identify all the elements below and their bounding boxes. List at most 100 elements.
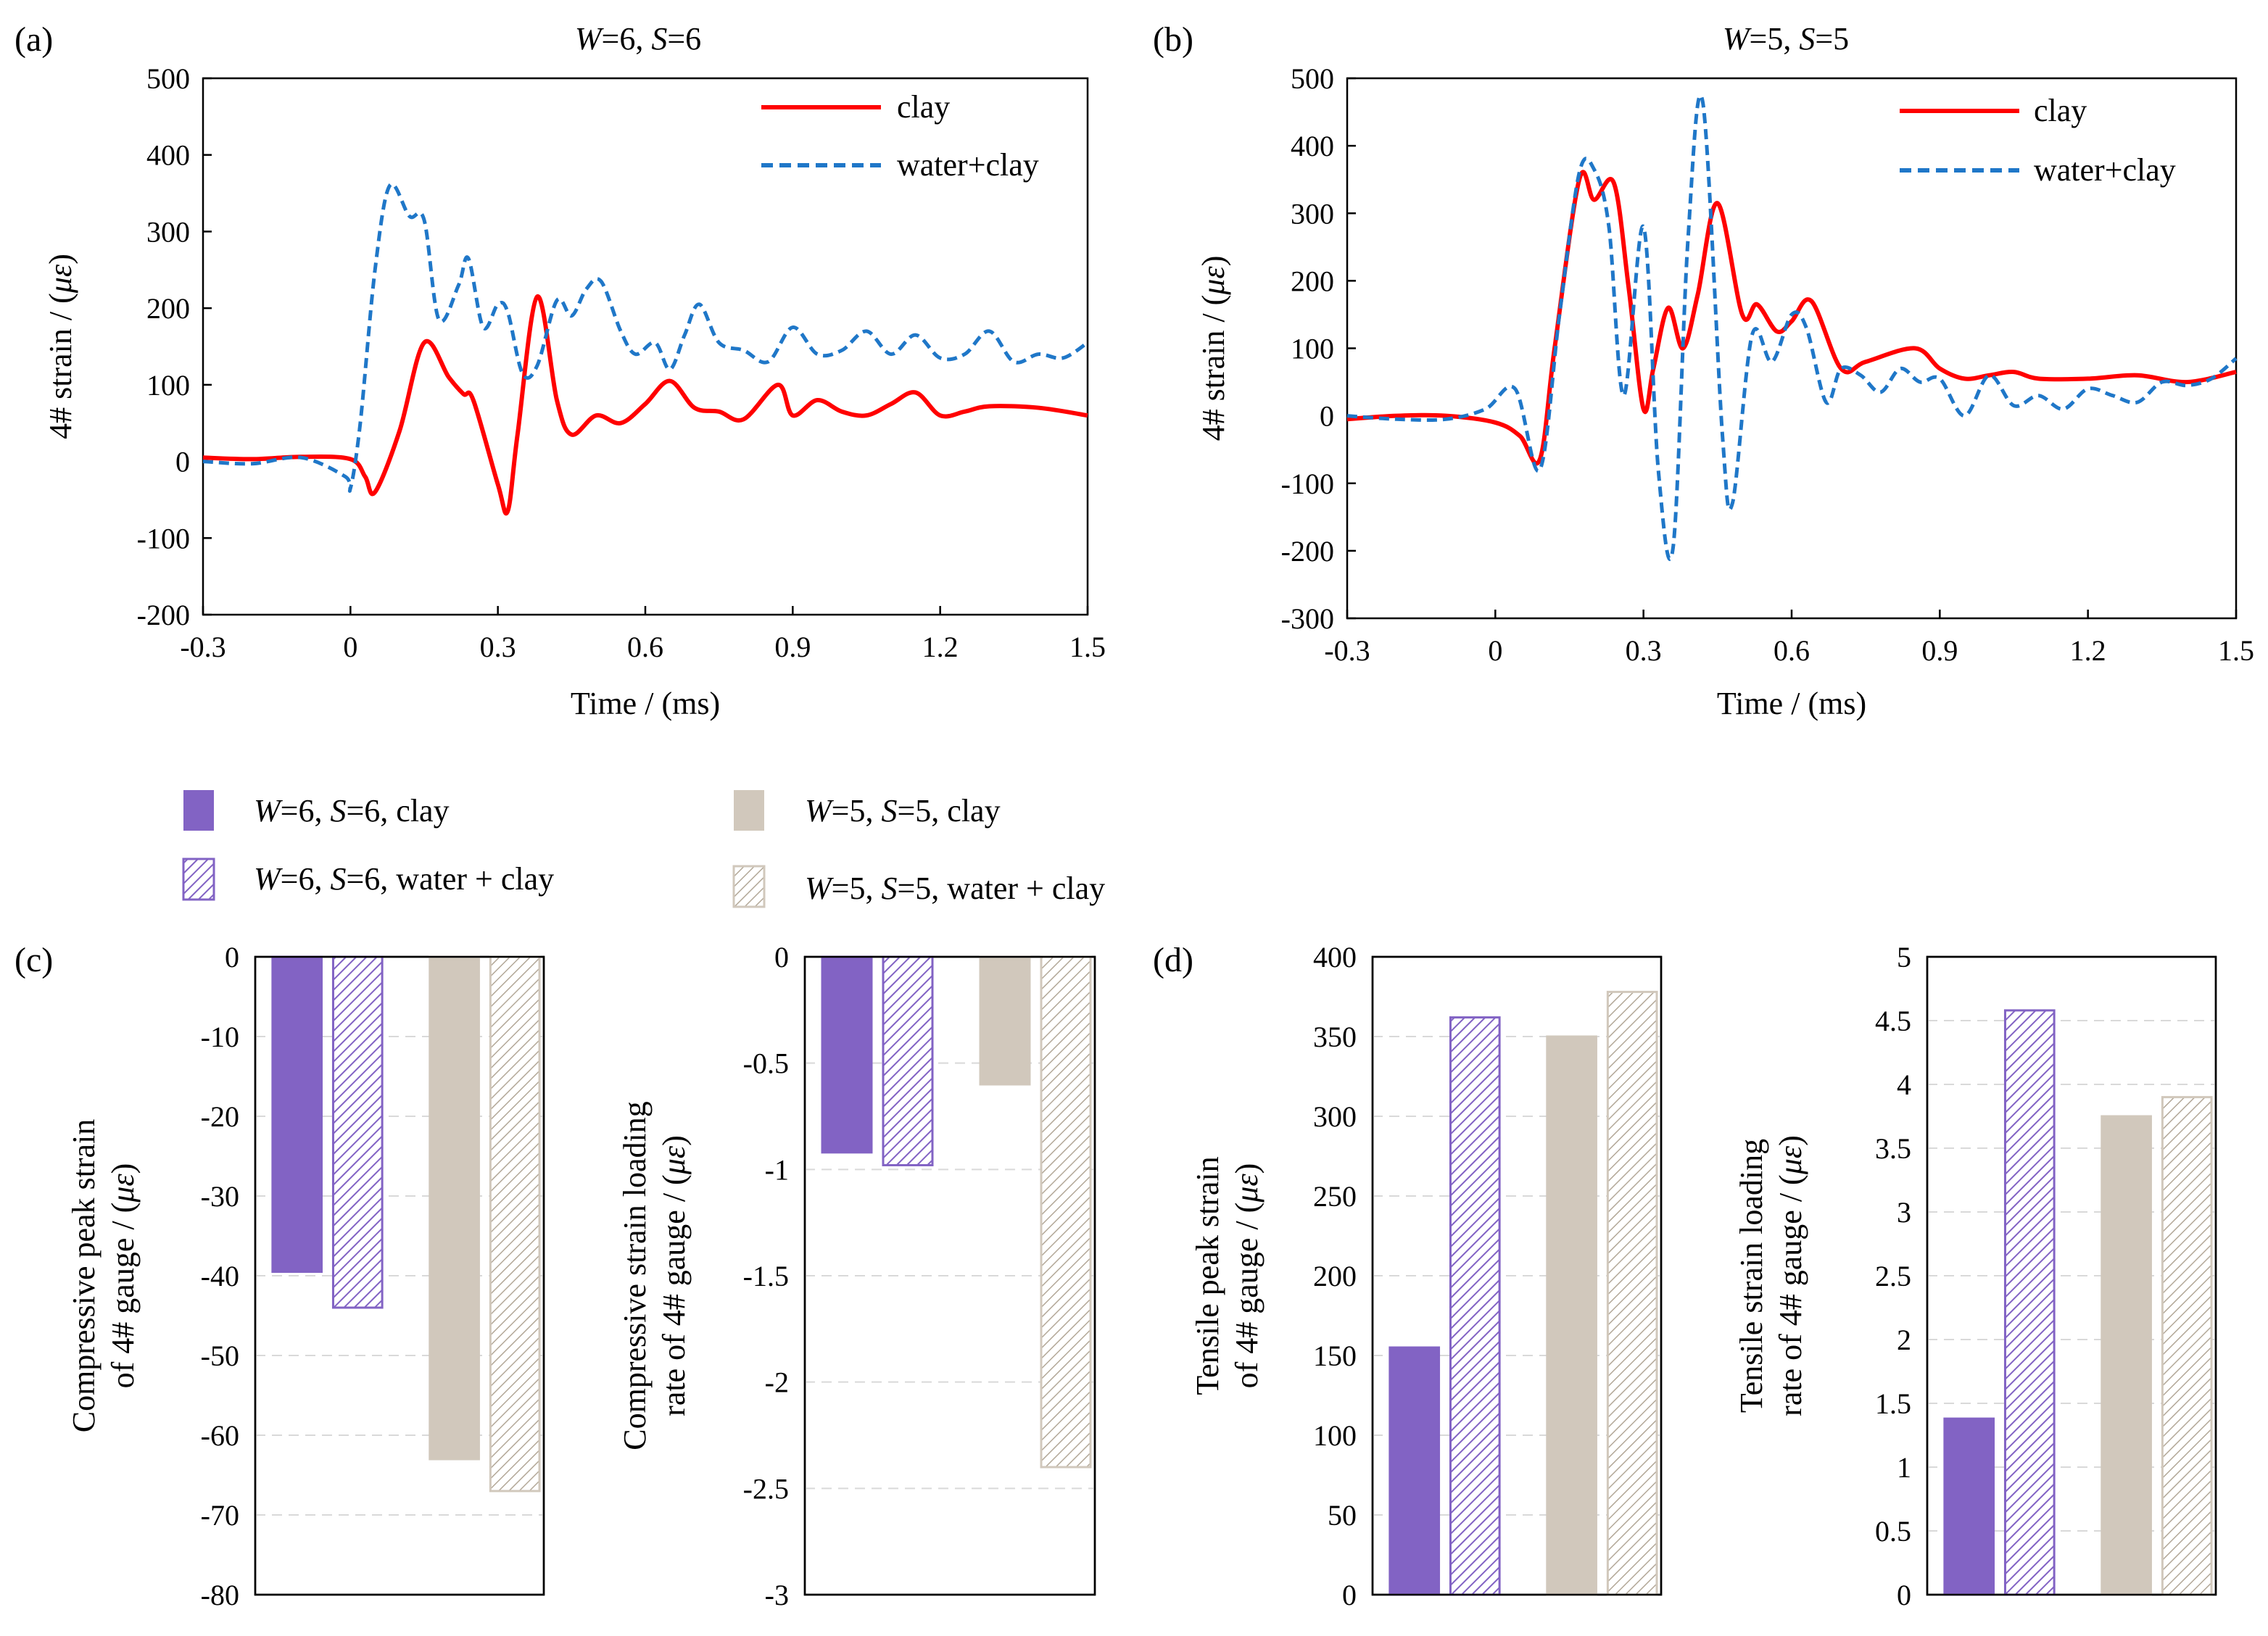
chart-b-series-clay bbox=[1346, 170, 2237, 466]
chart-d2-ytick: 0 bbox=[1897, 1579, 1911, 1611]
chart-a-legend: clay water+clay bbox=[761, 89, 1039, 183]
chart-a-ytick: -100 bbox=[137, 522, 190, 555]
chart-c1-ytick: -50 bbox=[201, 1340, 239, 1372]
chart-b-ylabel: 4# strain / (με) bbox=[1196, 256, 1231, 441]
chart-b-xlabel: Time / (ms) bbox=[1717, 686, 1866, 721]
chart-b-xtick: 1.5 bbox=[2218, 634, 2254, 667]
chart-a-ytick: 200 bbox=[146, 292, 190, 325]
bar-legend-swatch-3 bbox=[734, 790, 764, 831]
chart-a-ytick: 400 bbox=[146, 139, 190, 172]
chart-b-ytick: 500 bbox=[1291, 62, 1334, 95]
chart-c1-ytick: -70 bbox=[201, 1499, 239, 1532]
chart-c2-bar-clay-w5s5 bbox=[979, 955, 1031, 1086]
chart-a-ytick: 300 bbox=[146, 215, 190, 248]
chart-d2-ytick: 4.5 bbox=[1875, 1005, 1911, 1037]
legend-water-clay-label-a: water+clay bbox=[897, 147, 1039, 183]
chart-d2-bar-clay-w5s5 bbox=[2101, 1115, 2152, 1596]
chart-d2-bar-water-clay-w6s6 bbox=[2003, 1009, 2056, 1596]
chart-a-xtick: 0 bbox=[343, 631, 357, 663]
chart-d1-ytick: 150 bbox=[1313, 1340, 1357, 1372]
chart-d1-ytick: 0 bbox=[1342, 1579, 1357, 1611]
chart-d2-ytick: 0.5 bbox=[1875, 1515, 1911, 1548]
chart-a-xlabel: Time / (ms) bbox=[571, 686, 720, 721]
chart-c2-ytick: -1 bbox=[765, 1153, 789, 1186]
chart-c1-ytick: 0 bbox=[225, 941, 239, 973]
legend-clay-label-b: clay bbox=[2034, 93, 2087, 128]
chart-d2-ytick: 4 bbox=[1897, 1068, 1911, 1101]
chart-a-ytick: -200 bbox=[137, 599, 190, 631]
chart-c2-ytick: -3 bbox=[765, 1579, 789, 1611]
chart-d1-ytick: 50 bbox=[1328, 1499, 1357, 1532]
chart-a-xtick: 1.5 bbox=[1069, 631, 1106, 663]
chart-c2-ytick: -2 bbox=[765, 1366, 789, 1399]
chart-b-legend: clay water+clay bbox=[1900, 93, 2176, 188]
chart-c1-ytick: -10 bbox=[201, 1021, 239, 1053]
chart-a-xtick: 0.9 bbox=[774, 631, 811, 663]
chart-c2-ytick: -0.5 bbox=[743, 1047, 789, 1080]
chart-b-title: W=5, S=5 bbox=[1723, 21, 1849, 57]
chart-d1-bar-water-clay-w5s5 bbox=[1606, 990, 1658, 1596]
bar-legend: W=6, S=6, clay W=6, S=6, water + clay W=… bbox=[182, 790, 1105, 908]
chart-b-xtick: 1.2 bbox=[2070, 634, 2106, 667]
bar-legend-label-1: W=6, S=6, clay bbox=[254, 793, 450, 829]
chart-a-ytick: 500 bbox=[146, 62, 190, 95]
bar-legend-label-2: W=6, S=6, water + clay bbox=[254, 861, 554, 897]
chart-d2-ytick: 1.5 bbox=[1875, 1387, 1911, 1420]
chart-a-series-water-clay bbox=[202, 182, 1089, 493]
chart-d2-ytick: 2 bbox=[1897, 1324, 1911, 1356]
chart-c2-bar-water-clay-w6s6 bbox=[882, 955, 934, 1166]
chart-c1-bar-clay-w5s5 bbox=[429, 955, 480, 1461]
chart-d2-frame bbox=[1926, 955, 2217, 1596]
chart-b-ytick: 300 bbox=[1291, 197, 1334, 230]
chart-b-xtick: 0.9 bbox=[1921, 634, 1958, 667]
chart-c2-ytick: 0 bbox=[774, 941, 789, 973]
panel-label-d: (d) bbox=[1153, 941, 1193, 979]
chart-b-ytick: -100 bbox=[1281, 468, 1334, 500]
chart-a-xtick: 1.2 bbox=[922, 631, 959, 663]
chart-c1-ytick: -40 bbox=[201, 1260, 239, 1292]
chart-b-ytick: 100 bbox=[1291, 333, 1334, 365]
panel-label-a: (a) bbox=[15, 20, 53, 59]
chart-c1-bar-water-clay-w6s6 bbox=[331, 955, 384, 1309]
chart-d1-ytick: 100 bbox=[1313, 1419, 1357, 1452]
chart-c1-bar-water-clay-w5s5 bbox=[489, 955, 541, 1492]
panel-label-c: (c) bbox=[15, 941, 53, 979]
chart-d1-bar-water-clay-w6s6 bbox=[1449, 1016, 1501, 1596]
chart-d1-ytick: 350 bbox=[1313, 1021, 1357, 1053]
chart-c1-ytick: -60 bbox=[201, 1419, 239, 1452]
chart-d1-bar-clay-w6s6 bbox=[1388, 1346, 1441, 1596]
chart-b-xtick: 0.3 bbox=[1626, 634, 1662, 667]
chart-a-xtick: -0.3 bbox=[180, 631, 225, 663]
chart-d1-ytick: 400 bbox=[1313, 941, 1357, 973]
chart-b-ytick: 200 bbox=[1291, 265, 1334, 297]
chart-d2-ytick: 3.5 bbox=[1875, 1132, 1911, 1165]
chart-c2-ytick: -1.5 bbox=[743, 1260, 789, 1292]
chart-c1-ytick: -20 bbox=[201, 1100, 239, 1133]
chart-a-series-clay bbox=[202, 294, 1088, 516]
chart-c1-ytick: -80 bbox=[201, 1579, 239, 1611]
chart-c2-frame bbox=[803, 955, 1096, 1596]
bar-legend-label-4: W=5, S=5, water + clay bbox=[805, 871, 1105, 906]
chart-a-ytick: 0 bbox=[175, 446, 190, 478]
chart-c2-ylabel: Compressive strain loading rate of 4# gau… bbox=[617, 1101, 692, 1450]
chart-d1-ylabel: Tensile peak strain of 4# gauge / (με) bbox=[1190, 1156, 1265, 1395]
chart-b-xtick: -0.3 bbox=[1324, 634, 1370, 667]
chart-a-xtick: 0.6 bbox=[627, 631, 663, 663]
chart-c1-ylabel: Compressive peak strain of 4# gauge / (με… bbox=[66, 1119, 141, 1433]
chart-b-ytick: -300 bbox=[1281, 602, 1334, 635]
chart-b-ytick: -200 bbox=[1281, 535, 1334, 568]
bar-legend-label-3: W=5, S=5, clay bbox=[805, 793, 1001, 829]
chart-a-ytick: 100 bbox=[146, 369, 190, 402]
chart-a-title: W=6, S=6 bbox=[575, 21, 701, 57]
chart-d1-ytick: 200 bbox=[1313, 1260, 1357, 1292]
chart-b-ytick: 400 bbox=[1291, 130, 1334, 162]
chart-d1-frame bbox=[1371, 955, 1663, 1596]
chart-d1-ytick: 250 bbox=[1313, 1180, 1357, 1213]
chart-b-series-water-clay bbox=[1346, 94, 2238, 561]
chart-d2-ytick: 2.5 bbox=[1875, 1260, 1911, 1292]
panel-label-b: (b) bbox=[1153, 20, 1193, 59]
bar-legend-swatch-2 bbox=[182, 858, 215, 901]
chart-c1-bar-clay-w6s6 bbox=[271, 955, 323, 1273]
chart-c2-bar-water-clay-w5s5 bbox=[1040, 955, 1092, 1469]
